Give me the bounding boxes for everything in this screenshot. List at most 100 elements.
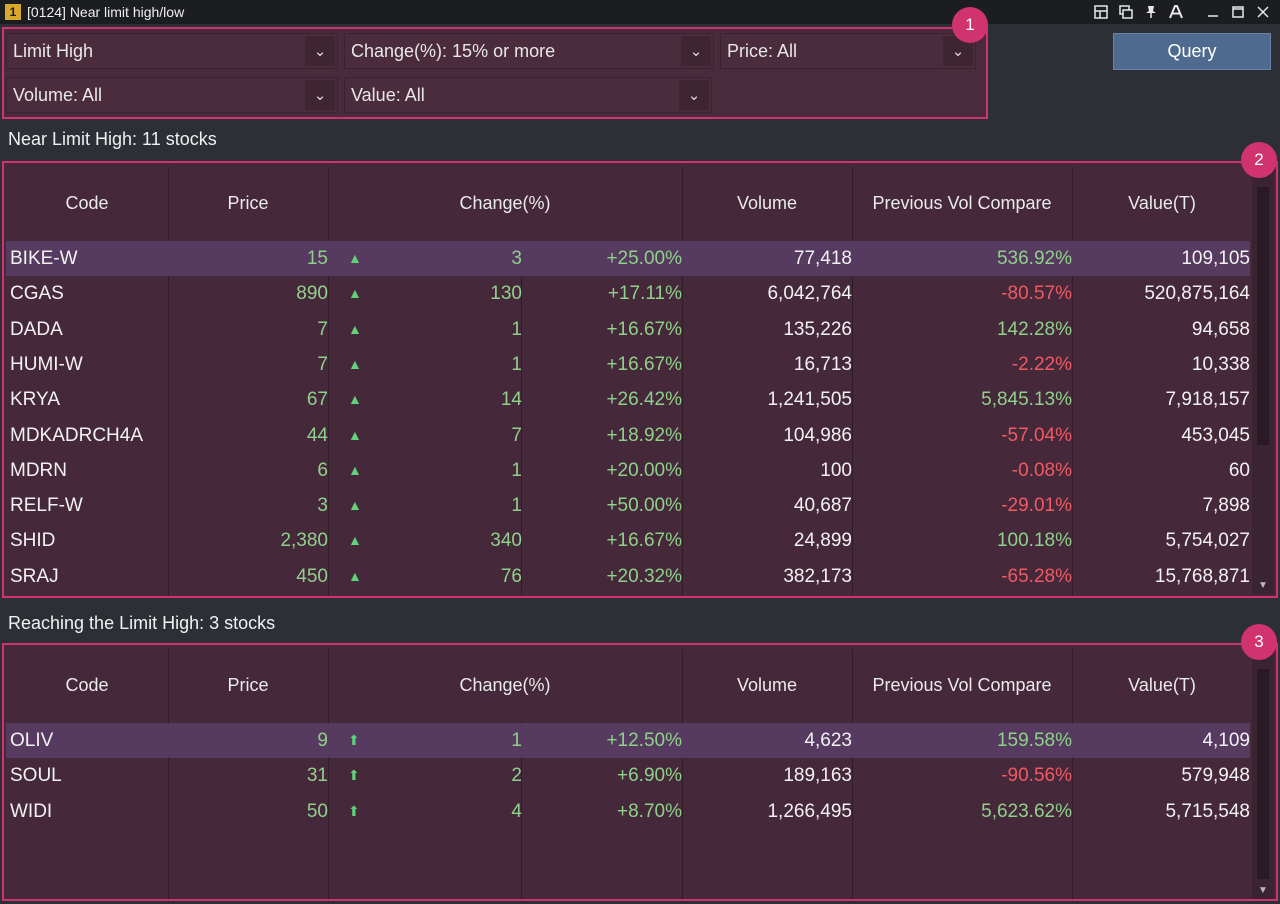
column-header-code[interactable]: Code [65, 193, 109, 213]
table-row[interactable]: BIKE-W 15 3 +25.00% 77,418 536.92% 109,105 ▲ [6, 241, 1250, 276]
window-title: [0124] Near limit high/low [27, 4, 185, 20]
mode-dropdown[interactable]: Limit High ⌄ [6, 33, 338, 69]
value-cell: 15,768,871 [1154, 565, 1250, 587]
column-header-previous-vol-compare[interactable]: Previous Vol Compare [872, 193, 1052, 213]
volume-cell: 1,266,495 [767, 800, 852, 822]
close-icon[interactable] [1252, 0, 1274, 24]
column-header-change[interactable]: Change(%) [459, 675, 551, 695]
cascade-window-icon[interactable] [1115, 0, 1137, 24]
table-row[interactable]: HUMI-W 7 1 +16.67% 16,713 -2.22% 10,338 ▲ [6, 347, 1250, 382]
split-layout-icon[interactable] [1090, 0, 1112, 24]
price-dropdown-label: Price: All [727, 40, 798, 61]
column-header-volume[interactable]: Volume [736, 193, 798, 213]
previous-vol-compare-cell: 142.28% [996, 318, 1072, 340]
column-header-code[interactable]: Code [65, 675, 109, 695]
code-cell: OLIV [10, 730, 54, 751]
table-row[interactable]: SRAJ 450 76 +20.32% 382,173 -65.28% 15,768,871… [6, 559, 1250, 594]
previous-vol-compare-cell: 100.18% [996, 530, 1072, 552]
price-cell: 50 [306, 800, 328, 822]
triangle-up-icon: ▲ [348, 285, 362, 302]
chevron-down-icon[interactable]: ⌄ [679, 80, 709, 110]
table-row[interactable]: KRYA 67 14 +26.42% 1,241,505 5,845.13% 7,918,1… [6, 382, 1250, 417]
value-cell: 94,658 [1191, 318, 1250, 340]
arrow-up-icon: ⬆ [348, 802, 360, 819]
price-cell: 9 [317, 730, 328, 751]
change-percent-cell: +20.00% [606, 459, 682, 481]
price-dropdown[interactable]: Price: All ⌄ [720, 33, 976, 69]
column-header-change[interactable]: Change(%) [459, 193, 551, 213]
change-percent-cell: +16.67% [606, 530, 682, 552]
query-button[interactable]: Query [1113, 33, 1271, 70]
change-cell: 130 [490, 283, 522, 305]
column-header-volume[interactable]: Volume [736, 675, 798, 695]
volume-dropdown[interactable]: Volume: All ⌄ [6, 77, 338, 113]
table-row[interactable]: WIDI 50 4 +8.70% 1,266,495 5,623.62% 5,715,548… [6, 794, 1250, 829]
value-cell: 4,109 [1202, 730, 1250, 751]
previous-vol-compare-cell: -29.01% [1001, 495, 1072, 517]
annotation-marker-1: 1 [952, 7, 988, 43]
previous-vol-compare-cell: -80.57% [1001, 283, 1072, 305]
chevron-down-icon[interactable]: ⌄ [305, 80, 335, 110]
value-cell: 520,875,164 [1144, 283, 1250, 305]
column-header-previous-vol-compare[interactable]: Previous Vol Compare [872, 675, 1052, 695]
change-cell: 3 [511, 248, 522, 269]
previous-vol-compare-cell: 5,623.62% [981, 800, 1072, 822]
vertical-scrollbar[interactable]: ▲ ▼ [1252, 649, 1274, 899]
column-header-value[interactable]: Value(T) [1128, 193, 1196, 213]
change-dropdown[interactable]: Change(%): 15% or more ⌄ [344, 33, 714, 69]
table-row[interactable]: MDKADRCH4A 44 7 +18.92% 104,986 -57.04% 453,04… [6, 418, 1250, 453]
font-size-icon[interactable] [1165, 0, 1187, 24]
table-row[interactable]: RELF-W 3 1 +50.00% 40,687 -29.01% 7,898 ▲ [6, 488, 1250, 523]
change-percent-cell: +26.42% [606, 389, 682, 411]
annotation-marker-3: 3 [1241, 624, 1277, 660]
arrow-up-icon: ⬆ [348, 732, 360, 748]
code-cell: SHID [10, 530, 56, 552]
chevron-down-icon[interactable]: ⌄ [305, 36, 335, 66]
triangle-up-icon: ▲ [348, 532, 362, 549]
value-dropdown[interactable]: Value: All ⌄ [344, 77, 712, 113]
table-row[interactable]: SOUL 31 2 +6.90% 189,163 -90.56% 579,948 ⬆ [6, 758, 1250, 793]
code-cell: HUMI-W [10, 353, 83, 375]
chevron-down-icon[interactable]: ⌄ [681, 36, 711, 66]
volume-dropdown-label: Volume: All [13, 84, 103, 105]
minimize-icon[interactable] [1202, 0, 1224, 24]
value-dropdown-label: Value: All [351, 84, 425, 105]
value-cell: 10,338 [1191, 353, 1250, 375]
triangle-up-icon: ▲ [348, 391, 362, 408]
change-percent-cell: +17.11% [607, 283, 682, 305]
volume-cell: 104,986 [783, 424, 852, 446]
title-bar: 1 [0124] Near limit high/low [0, 0, 1280, 24]
change-percent-cell: +50.00% [606, 495, 682, 517]
value-cell: 60 [1228, 459, 1250, 481]
code-cell: CGAS [10, 283, 64, 305]
price-cell: 15 [306, 248, 328, 269]
column-header-value[interactable]: Value(T) [1128, 675, 1196, 695]
table-row[interactable]: MDRN 6 1 +20.00% 100 -0.08% 60 ▲ [6, 453, 1250, 488]
pin-icon[interactable] [1140, 0, 1162, 24]
vertical-scrollbar[interactable]: ▲ ▼ [1252, 167, 1274, 594]
change-percent-cell: +8.70% [617, 800, 682, 822]
volume-cell: 382,173 [783, 565, 852, 587]
scrollbar-thumb[interactable] [1257, 187, 1269, 445]
change-cell: 1 [511, 459, 522, 481]
table-row[interactable]: SHID 2,380 340 +16.67% 24,899 100.18% 5,754,02… [6, 523, 1250, 558]
code-cell: DADA [10, 318, 63, 340]
change-cell: 1 [511, 730, 522, 751]
reach-limit-label: Reaching the Limit High: 3 stocks [8, 613, 276, 633]
change-percent-cell: +16.67% [606, 353, 682, 375]
scrollbar-thumb[interactable] [1257, 669, 1269, 879]
scroll-down-icon[interactable]: ▼ [1258, 885, 1268, 896]
scroll-down-icon[interactable]: ▼ [1258, 580, 1268, 591]
window-controls [1087, 0, 1274, 24]
table-row[interactable]: OLIV 9 1 +12.50% 4,623 159.58% 4,109 ⬆ [6, 723, 1250, 758]
change-percent-cell: +25.00% [606, 248, 682, 269]
table-header: Code Price Change(%) Volume Previous Vol… [4, 167, 1250, 239]
table-row[interactable]: CGAS 890 130 +17.11% 6,042,764 -80.57% 520,875… [6, 276, 1250, 311]
table-row[interactable]: DADA 7 1 +16.67% 135,226 142.28% 94,658 ▲ [6, 312, 1250, 347]
column-header-price[interactable]: Price [227, 675, 269, 695]
previous-vol-compare-cell: -90.56% [1001, 765, 1072, 787]
column-header-price[interactable]: Price [227, 193, 269, 213]
price-cell: 6 [317, 459, 328, 481]
price-cell: 44 [306, 424, 328, 446]
maximize-icon[interactable] [1227, 0, 1249, 24]
